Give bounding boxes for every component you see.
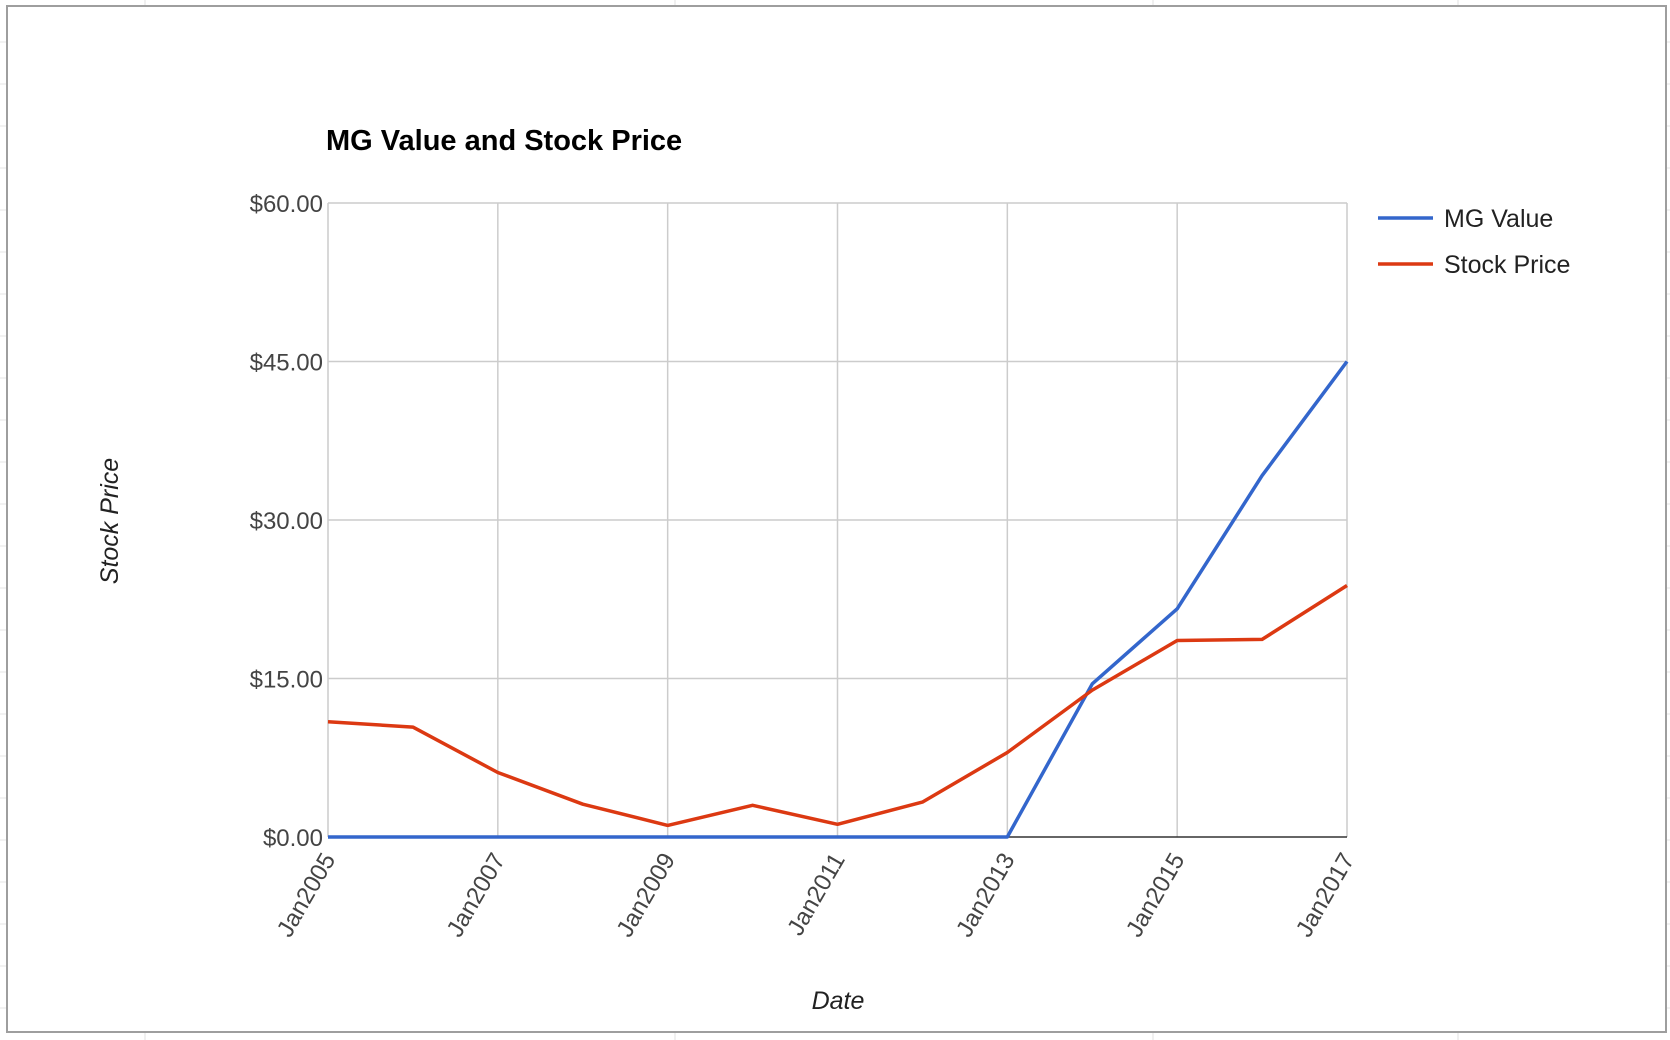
chart-container[interactable] [6, 5, 1667, 1033]
y-tick-label: $30.00 [250, 508, 323, 535]
x-tick-label: Jan2005 [272, 849, 341, 942]
x-axis-ticks: Jan2005 Jan2007 Jan2009 Jan2011 Jan2013 Jan20… [272, 849, 1360, 942]
x-tick-label: Jan2011 [782, 849, 851, 941]
legend-label: Stock Price [1444, 251, 1570, 279]
series-lines [327, 360, 1349, 839]
y-axis-ticks: $0.00 $15.00 $30.00 $45.00 $60.00 [250, 191, 323, 852]
series-line-mg-value [328, 360, 1349, 839]
chart-title: MG Value and Stock Price [326, 125, 682, 157]
legend-label: MG Value [1444, 205, 1553, 233]
series-line-stock-price [327, 584, 1348, 828]
x-tick-label: Jan2007 [442, 849, 511, 942]
x-tick-label: Jan2017 [1291, 849, 1360, 942]
legend: MG Value Stock Price [1378, 205, 1570, 279]
gridlines [327, 202, 1348, 838]
y-axis-label: Stock Price [96, 458, 124, 584]
y-tick-label: $0.00 [263, 825, 323, 852]
y-tick-label: $45.00 [250, 350, 323, 377]
y-tick-label: $15.00 [250, 667, 323, 694]
x-tick-label: Jan2013 [951, 849, 1020, 942]
x-axis-label: Date [812, 987, 865, 1015]
x-tick-label: Jan2009 [611, 849, 680, 942]
x-tick-label: Jan2015 [1121, 849, 1190, 942]
y-tick-label: $60.00 [250, 191, 323, 218]
